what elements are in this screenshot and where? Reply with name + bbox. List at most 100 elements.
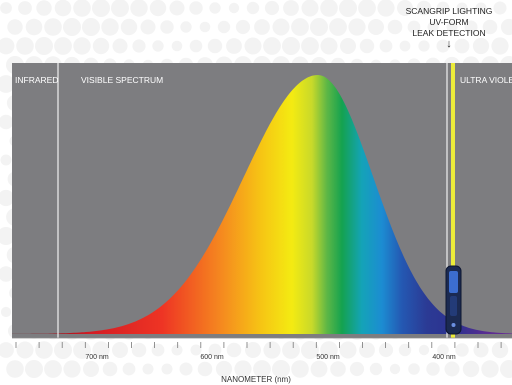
background-dot — [171, 40, 183, 52]
arrow-down-icon: ↓ — [446, 38, 452, 50]
background-dot — [169, 0, 185, 16]
background-dot — [358, 0, 376, 17]
background-dot — [368, 19, 384, 35]
background-dot — [0, 37, 15, 55]
background-dot — [122, 362, 136, 376]
background-dot — [226, 342, 242, 358]
background-dot — [369, 362, 383, 376]
background-dot — [301, 37, 319, 55]
background-dot — [217, 20, 231, 34]
background-dot — [263, 37, 281, 55]
background-dot — [272, 360, 290, 378]
background-dot — [63, 360, 81, 378]
background-dot — [25, 18, 43, 36]
background-dot — [272, 18, 290, 36]
background-dot — [254, 19, 270, 35]
background-dot — [6, 360, 24, 378]
background-dot — [35, 341, 53, 359]
background-dot — [0, 342, 14, 358]
background-dot — [359, 342, 375, 358]
background-dot — [491, 37, 509, 55]
background-dot — [226, 38, 242, 54]
background-dot — [399, 40, 411, 52]
background-dot — [387, 19, 403, 35]
background-dot — [54, 37, 72, 55]
background-dot — [142, 363, 154, 375]
background-dot — [283, 0, 299, 16]
background-dot — [209, 2, 221, 14]
background-dot — [92, 37, 110, 55]
background-dot — [416, 0, 432, 16]
background-dot — [397, 0, 413, 16]
callout-line-3: LEAK DETECTION — [412, 28, 486, 38]
background-dot — [73, 37, 91, 55]
background-dot — [208, 343, 222, 357]
background-dot — [92, 0, 110, 17]
background-dot — [101, 18, 119, 36]
background-dot — [454, 38, 470, 54]
background-dot — [234, 360, 252, 378]
background-dot — [54, 341, 72, 359]
background-dot — [152, 40, 164, 52]
background-dot — [149, 0, 167, 17]
background-dot — [0, 266, 14, 282]
background-dot — [0, 189, 15, 207]
background-dot — [437, 344, 449, 356]
background-dot — [171, 344, 183, 356]
background-dot — [161, 363, 173, 375]
background-dot — [73, 341, 91, 359]
background-dot — [0, 2, 12, 14]
background-dot — [82, 18, 100, 36]
background-dot — [36, 0, 52, 16]
background-dot — [291, 18, 309, 36]
scangrip-callout: SCANGRIP LIGHTING UV-FORM LEAK DETECTION… — [394, 6, 504, 50]
background-dot — [455, 343, 469, 357]
callout-line-2: UV-FORM — [429, 17, 469, 27]
tick-label-600: 600 nm — [200, 354, 224, 361]
background-dot — [189, 39, 203, 53]
background-dot — [481, 360, 499, 378]
background-dot — [130, 0, 148, 17]
background-dot — [378, 342, 394, 358]
background-dot — [207, 38, 223, 54]
background-dot — [379, 39, 393, 53]
background-dot — [291, 360, 309, 378]
background-dot — [500, 18, 512, 36]
background-dot — [16, 341, 34, 359]
background-dot — [462, 360, 480, 378]
background-dot — [359, 38, 375, 54]
background-dot — [418, 40, 430, 52]
background-dot — [253, 360, 271, 378]
scangrip-flashlight — [445, 265, 462, 335]
background-dot — [475, 2, 487, 14]
background-dot — [456, 2, 468, 14]
background-dot — [16, 37, 34, 55]
background-dot — [389, 363, 401, 375]
background-dot — [0, 75, 15, 93]
background-dot — [102, 361, 118, 377]
background-dot — [464, 20, 478, 34]
background-dot — [339, 0, 357, 17]
background-dot — [473, 342, 489, 358]
background-dot — [0, 114, 14, 130]
tick-label-700: 700 nm — [85, 354, 109, 361]
background-dot — [44, 360, 62, 378]
background-dot — [310, 360, 328, 378]
background-dot — [111, 0, 129, 17]
uv-form-marker-line — [451, 63, 455, 338]
infrared-label: INFRARED — [15, 75, 59, 85]
background-dot — [190, 344, 202, 356]
background-dot — [329, 18, 347, 36]
background-dot — [339, 341, 357, 359]
background-dot — [215, 360, 233, 378]
background-dot — [92, 341, 110, 359]
background-dot — [54, 0, 72, 17]
background-dot — [320, 341, 338, 359]
visible-spectrum-label: VISIBLE SPECTRUM — [81, 75, 164, 85]
axis-title: NANOMETER (nm) — [221, 375, 291, 384]
background-dot — [301, 0, 319, 17]
background-dot — [0, 154, 12, 166]
axis-ticks — [15, 342, 502, 348]
background-dot — [320, 37, 338, 55]
